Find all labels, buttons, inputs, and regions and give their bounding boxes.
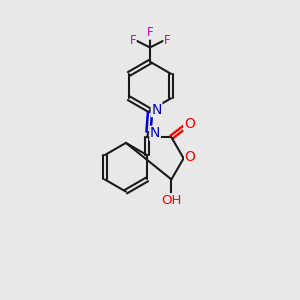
Text: O: O [184, 117, 195, 131]
Text: F: F [164, 34, 171, 47]
Text: F: F [129, 34, 136, 47]
Text: N: N [150, 126, 160, 140]
Text: N: N [152, 103, 162, 117]
Text: O: O [185, 150, 196, 164]
Text: F: F [147, 26, 153, 39]
Text: OH: OH [161, 194, 182, 207]
